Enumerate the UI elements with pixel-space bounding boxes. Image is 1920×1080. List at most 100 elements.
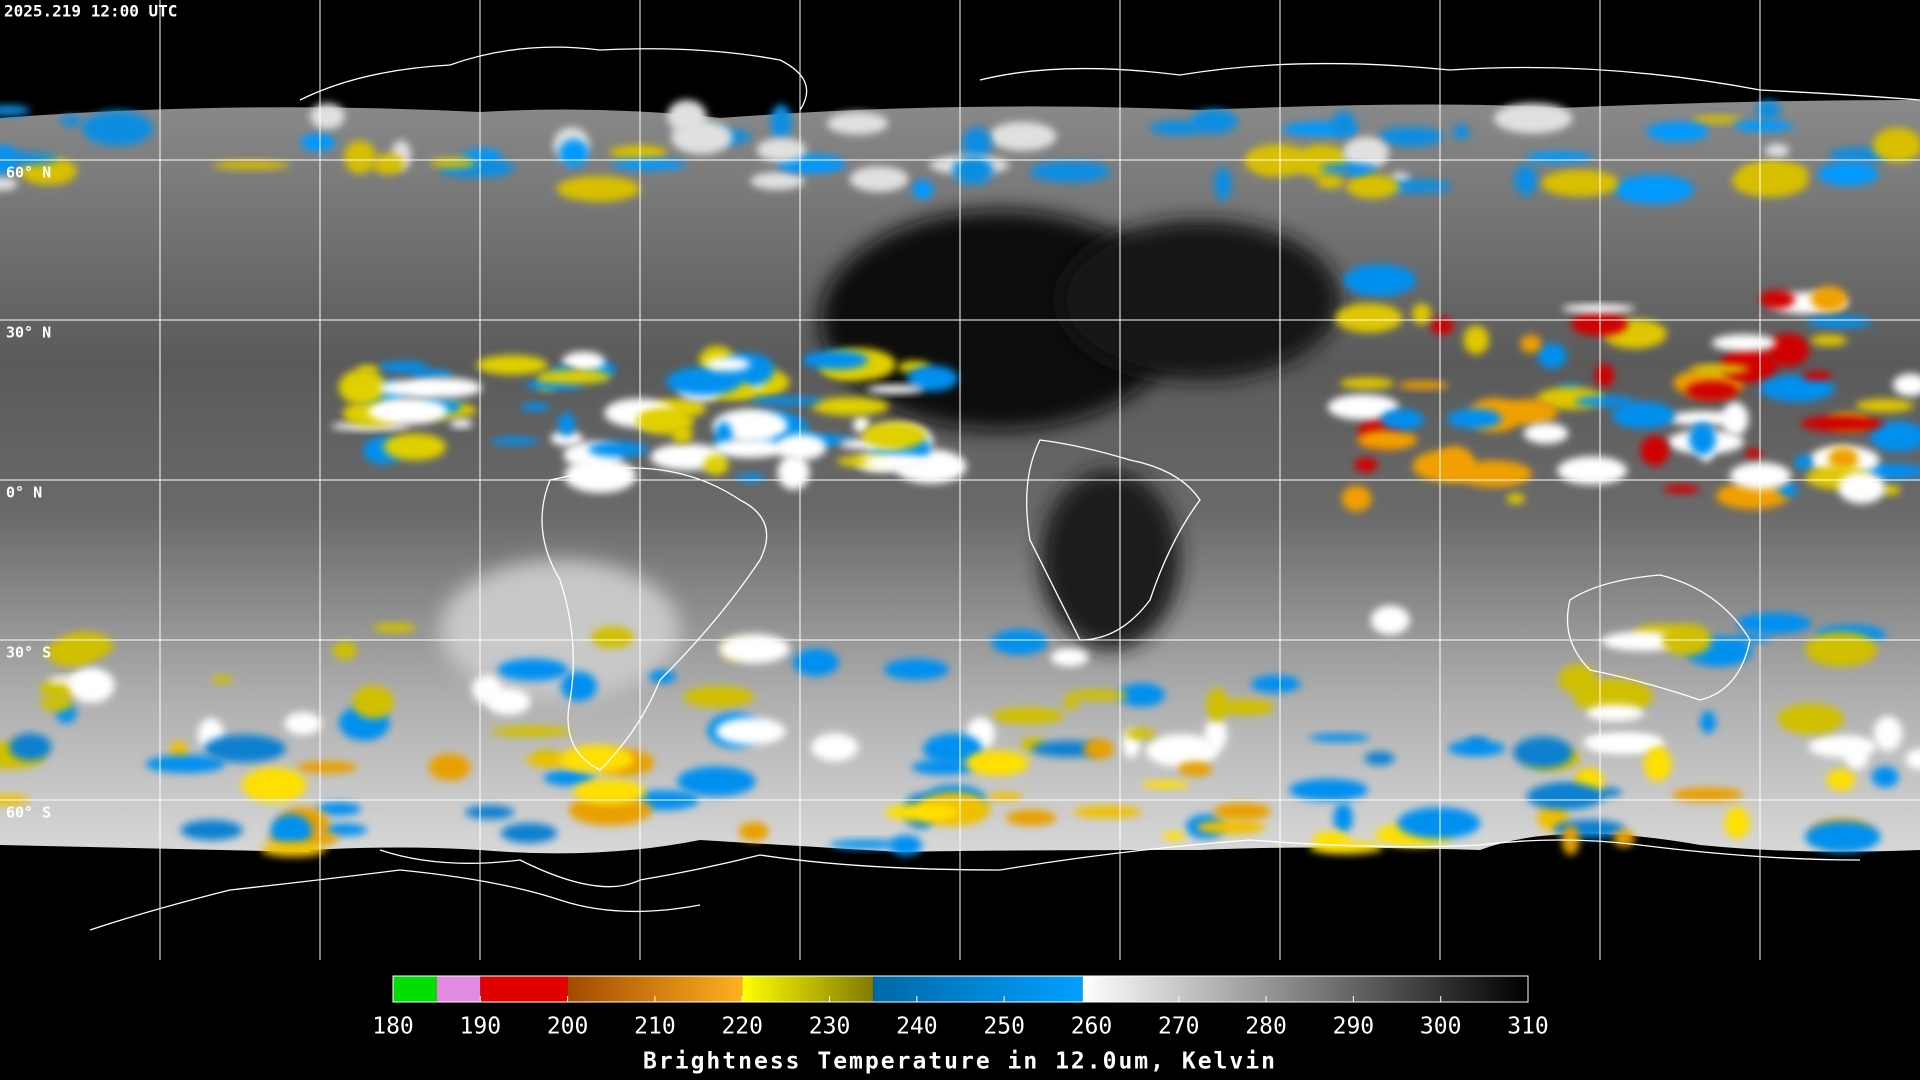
cloud-blob (1826, 768, 1856, 792)
cloud-blob (0, 176, 18, 191)
cloud-blob (471, 675, 503, 704)
cloud-blob (1062, 697, 1080, 710)
cloud-blob (1817, 162, 1879, 187)
cloud-blob (1806, 315, 1872, 329)
colorbar-segment (742, 976, 874, 1002)
cloud-blob (1777, 483, 1799, 497)
cloud-blob (715, 717, 786, 746)
cloud-blob (1463, 325, 1490, 355)
cloud-blob (409, 369, 453, 379)
cloud-blob (889, 834, 923, 856)
cloud-blob (1141, 780, 1190, 789)
cloud-blob (9, 733, 52, 761)
cloud-blob (1764, 143, 1790, 158)
cloud-blob (827, 111, 889, 135)
colorbar-tick-label: 310 (1507, 1014, 1549, 1040)
cloud-blob (212, 160, 290, 170)
cloud-blob (1335, 303, 1403, 333)
cloud-blob (1506, 493, 1525, 505)
cloud-blob (241, 767, 307, 803)
cloud-blob (738, 821, 769, 842)
cloud-blob (46, 638, 98, 667)
cloud-blob (677, 766, 756, 797)
colorbar-frame (392, 975, 1529, 1003)
colorbar-tick-label: 300 (1420, 1014, 1462, 1040)
cloud-blob (866, 384, 924, 394)
cloud-blob (883, 658, 949, 681)
cloud-blob (1685, 380, 1739, 401)
cloud-blob (1537, 342, 1567, 369)
cloud-blob (1880, 484, 1901, 496)
cloud-blob (1502, 399, 1558, 425)
cloud-blob (1040, 470, 1180, 650)
cloud-blob (295, 761, 358, 774)
cloud-blob (965, 750, 1030, 776)
cloud-blob (1844, 744, 1869, 770)
cloud-blob (1316, 174, 1345, 189)
cloud-blob (1206, 687, 1228, 722)
cloud-blob (211, 675, 233, 684)
cloud-blob (338, 369, 386, 405)
cloud-blob (1447, 408, 1502, 429)
cloud-blob (853, 415, 870, 434)
cloud-blob (1357, 429, 1418, 450)
cloud-blob (989, 121, 1057, 151)
cloud-blob (1435, 446, 1475, 483)
cloud-blob (1145, 734, 1219, 767)
cloud-blob (1204, 718, 1228, 752)
cloud-blob (1715, 482, 1790, 510)
cloud-blob (476, 355, 548, 375)
cloud-blob (1869, 421, 1920, 452)
cloud-blob (1667, 411, 1740, 426)
cloud-blob (1339, 377, 1394, 390)
cloud-blob (0, 105, 31, 116)
cloud-blob (609, 145, 668, 160)
cloud-blob (775, 434, 827, 461)
cloud-blob (1721, 401, 1749, 436)
lat-label: 0° N (6, 484, 42, 502)
cloud-blob (558, 139, 589, 168)
cloud-blob (1871, 766, 1899, 788)
cloud-blob (383, 433, 447, 461)
cloud-blob (884, 803, 960, 822)
cloud-blob (1689, 422, 1716, 456)
cloud-blob (1558, 664, 1597, 694)
cloud-blob (1736, 612, 1812, 635)
colorbar-tick-label: 280 (1245, 1014, 1287, 1040)
cloud-blob (1060, 220, 1340, 380)
cloud-blob (203, 734, 287, 763)
cloud-blob (560, 671, 598, 702)
cloud-blob (1382, 179, 1452, 194)
cloud-blob (1162, 831, 1186, 841)
cloud-blob (1398, 381, 1449, 390)
cloud-blob (637, 408, 694, 435)
cloud-blob (564, 458, 637, 494)
cloud-blob (1801, 370, 1832, 381)
cloud-blob (1411, 303, 1432, 325)
colorbar: 180 190 200 210 220 230 240 250 260 270 280 290 300 3… (372, 975, 1549, 1040)
cloud-blob (1810, 286, 1848, 312)
cloud-blob (777, 454, 810, 490)
cloud-blob (1740, 162, 1809, 183)
coastline (299, 46, 808, 111)
colorbar-segment (436, 976, 481, 1002)
colorbar-tick-label: 240 (896, 1014, 938, 1040)
cloud-blob (536, 369, 611, 384)
cloud-blob (1320, 163, 1378, 175)
cloud-blob (449, 419, 473, 428)
cloud-blob (1312, 830, 1350, 848)
cloud-blob (1341, 485, 1372, 512)
cloud-blob (1005, 809, 1057, 826)
lat-label: 60° N (6, 164, 51, 182)
cloud-blob (962, 126, 992, 161)
cloud-blob (587, 441, 649, 457)
cloud-blob (666, 367, 742, 396)
cloud-blob (491, 437, 539, 446)
cloud-blob (344, 140, 376, 174)
cloud-blob (47, 676, 104, 685)
cloud-blob (1893, 373, 1920, 397)
colorbar-tick-label: 190 (460, 1014, 502, 1040)
cloud-blob (1117, 683, 1166, 707)
cloud-blob (1513, 736, 1573, 769)
cloud-blob (1456, 460, 1532, 488)
